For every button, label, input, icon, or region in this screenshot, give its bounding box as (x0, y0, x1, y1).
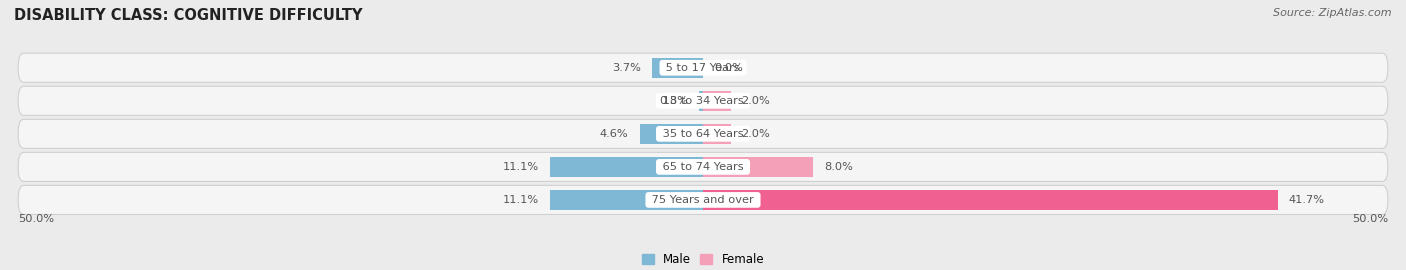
Bar (703, 90, 731, 111)
Text: 35 to 64 Years: 35 to 64 Years (659, 129, 747, 139)
Legend: Male, Female: Male, Female (637, 248, 769, 270)
FancyBboxPatch shape (18, 119, 1388, 148)
Text: 4.6%: 4.6% (600, 129, 628, 139)
Text: 0.0%: 0.0% (714, 63, 742, 73)
Bar (550, 190, 703, 210)
Text: 50.0%: 50.0% (1351, 214, 1388, 224)
Text: 18 to 34 Years: 18 to 34 Years (659, 96, 747, 106)
Text: 0.3%: 0.3% (659, 96, 688, 106)
Bar (703, 190, 1278, 210)
Text: DISABILITY CLASS: COGNITIVE DIFFICULTY: DISABILITY CLASS: COGNITIVE DIFFICULTY (14, 8, 363, 23)
FancyBboxPatch shape (18, 185, 1388, 214)
Bar (652, 58, 703, 78)
Text: 11.1%: 11.1% (503, 162, 538, 172)
FancyBboxPatch shape (18, 53, 1388, 82)
Text: 41.7%: 41.7% (1289, 195, 1324, 205)
Bar (699, 90, 703, 111)
Text: 3.7%: 3.7% (612, 63, 641, 73)
Bar (703, 124, 731, 144)
Text: 8.0%: 8.0% (824, 162, 853, 172)
Text: 2.0%: 2.0% (741, 96, 770, 106)
Text: 65 to 74 Years: 65 to 74 Years (659, 162, 747, 172)
Text: 11.1%: 11.1% (503, 195, 538, 205)
Text: 50.0%: 50.0% (18, 214, 55, 224)
Text: 5 to 17 Years: 5 to 17 Years (662, 63, 744, 73)
Text: 2.0%: 2.0% (741, 129, 770, 139)
Bar (640, 124, 703, 144)
Bar (703, 157, 813, 177)
Text: 75 Years and over: 75 Years and over (648, 195, 758, 205)
FancyBboxPatch shape (18, 152, 1388, 181)
Text: Source: ZipAtlas.com: Source: ZipAtlas.com (1274, 8, 1392, 18)
FancyBboxPatch shape (18, 86, 1388, 115)
Bar (550, 157, 703, 177)
